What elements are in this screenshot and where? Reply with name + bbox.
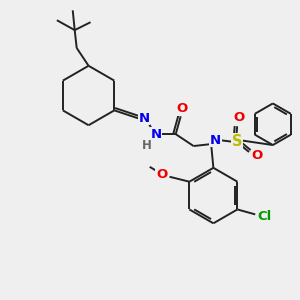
Text: O: O [176,102,187,115]
Text: Cl: Cl [257,210,271,223]
Text: N: N [210,134,221,147]
Text: N: N [139,112,150,125]
Text: O: O [233,111,245,124]
Text: O: O [156,168,167,181]
Text: O: O [251,149,262,162]
Text: N: N [150,128,161,141]
Text: S: S [232,134,242,148]
Text: H: H [142,139,152,152]
